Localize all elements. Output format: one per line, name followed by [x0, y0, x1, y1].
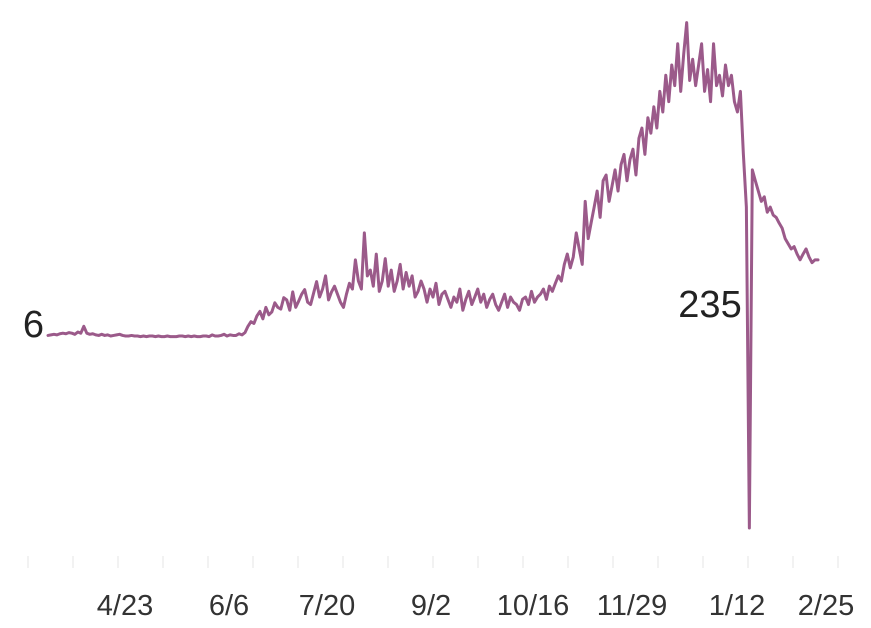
- x-tick-label: 1/12: [709, 590, 765, 622]
- x-tick-label: 11/29: [597, 590, 667, 622]
- x-tick-label: 9/2: [411, 590, 451, 622]
- annotations: 6 235: [23, 284, 742, 346]
- series-line: [46, 21, 820, 530]
- x-tick-label: 2/25: [798, 590, 854, 622]
- x-axis-tick-labels: 4/23 6/6 7/20 9/2 10/16 11/29 1/12 2/25: [97, 590, 854, 622]
- x-tick-label: 4/23: [97, 590, 153, 622]
- series-layer: [46, 21, 820, 530]
- x-axis-ticks: [27, 556, 839, 568]
- x-tick-label: 7/20: [299, 590, 355, 622]
- last-value-label: 235: [678, 284, 741, 326]
- x-tick-label: 10/16: [497, 590, 570, 622]
- x-tick-label: 6/6: [209, 590, 249, 622]
- start-value-label: 6: [23, 304, 44, 346]
